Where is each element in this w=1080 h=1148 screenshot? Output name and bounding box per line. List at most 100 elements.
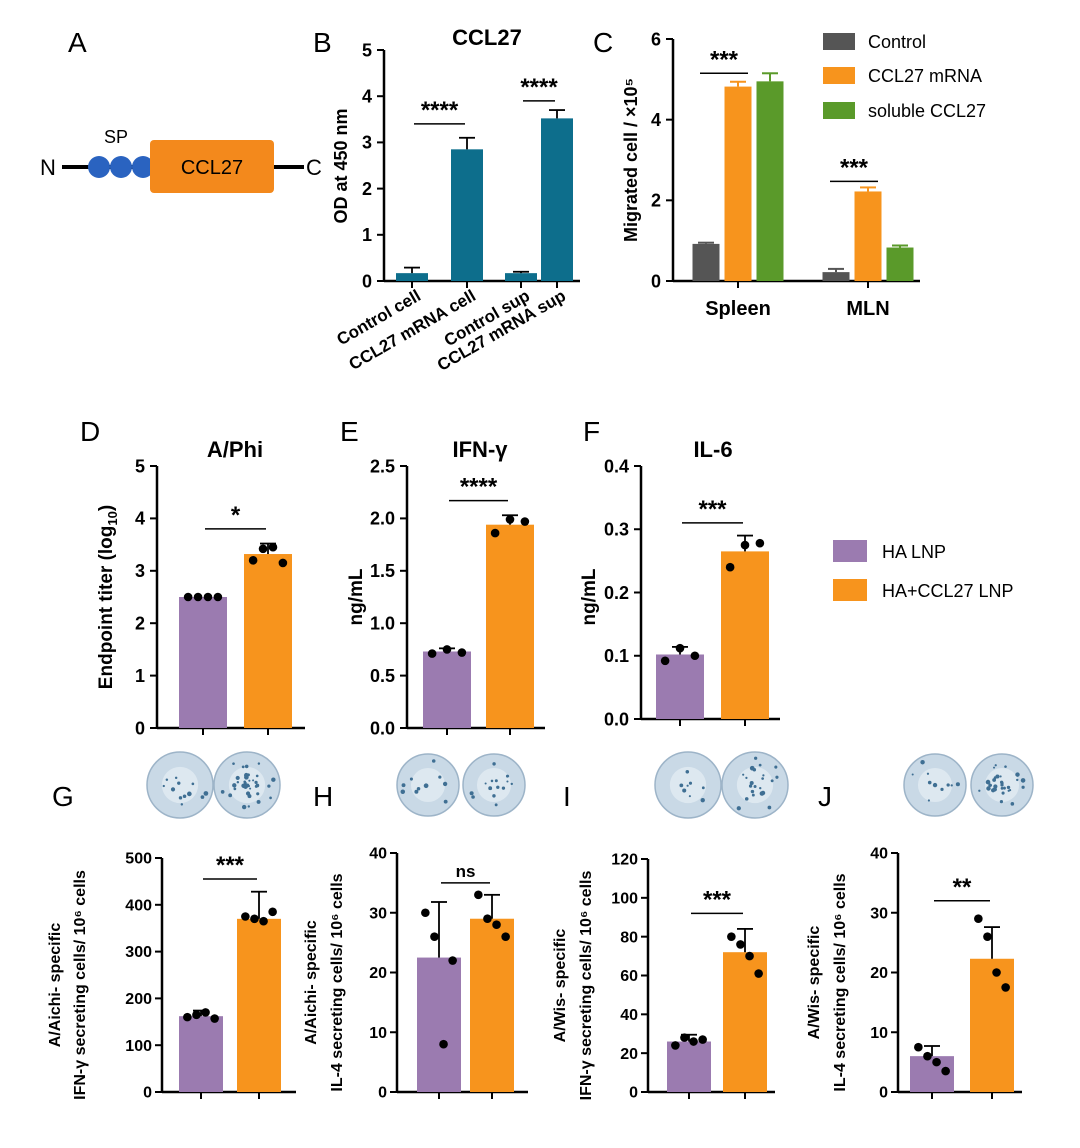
- well-spot: [241, 765, 245, 769]
- y-tick-label: 2.0: [370, 509, 395, 529]
- panel-c: C Migrated cell / ×10⁵ 0 2 4 6 Spleen MLN *** *…: [593, 27, 986, 320]
- well-spot: [257, 762, 261, 765]
- chart-ylabel-line: IL-4 secreting cells/ 10⁶ cells: [329, 873, 346, 1091]
- well-spot: [255, 783, 260, 788]
- panel-a-letter: A: [68, 27, 87, 58]
- well-spot: [256, 799, 261, 804]
- data-point: [439, 1039, 448, 1049]
- well-spot: [177, 781, 181, 785]
- bar: [854, 191, 882, 281]
- well-spot: [267, 784, 271, 788]
- well-spot: [701, 786, 705, 790]
- well-spot: [248, 779, 251, 782]
- data-point: [474, 890, 483, 900]
- well-spot: [494, 803, 498, 807]
- significance-label: ****: [421, 97, 459, 124]
- well-spot: [249, 787, 252, 790]
- panel-b-letter: B: [313, 27, 332, 58]
- significance-label: ***: [840, 154, 869, 181]
- well-spot: [244, 772, 249, 778]
- y-tick-label: 40: [369, 846, 387, 863]
- y-tick-label: 4: [362, 87, 372, 107]
- data-point: [680, 1033, 689, 1042]
- well-spot: [256, 792, 260, 796]
- y-tick-label: 30: [369, 905, 387, 922]
- legend-df: HA LNP HA+CCL27 LNP: [833, 540, 1014, 601]
- well-spot: [927, 799, 930, 802]
- well-spot: [1010, 802, 1015, 806]
- legend-swatch-ccl27-mrna: [823, 67, 855, 84]
- data-point: [203, 592, 213, 602]
- well-spot: [510, 782, 513, 786]
- y-tick-label: 3: [362, 133, 372, 153]
- well-spot: [1002, 786, 1006, 790]
- chart-e-title: IFN-γ: [453, 437, 509, 462]
- well-spot: [761, 777, 764, 780]
- bar: [667, 1041, 711, 1092]
- bar: [470, 918, 514, 1092]
- y-tick-label: 2: [362, 179, 372, 199]
- well-spot: [985, 779, 991, 785]
- y-tick-label: 0.2: [604, 583, 629, 603]
- y-tick-label: 30: [870, 905, 888, 922]
- y-tick-label: 1.5: [370, 561, 395, 581]
- well-spot: [271, 777, 276, 782]
- chart-ylabel-line: A/Wis- specific: [806, 926, 823, 1040]
- well-spot: [252, 779, 255, 782]
- well-spot: [1016, 778, 1019, 782]
- y-tick-label: 1.0: [370, 614, 395, 634]
- data-point: [430, 932, 439, 941]
- y-tick-label: 0.0: [370, 718, 395, 738]
- data-point: [268, 542, 278, 552]
- well-spot: [170, 787, 176, 792]
- chart-g-plot: 0 100 200 300 400 500 *** A/Aichi- specific IFN-…: [47, 851, 296, 1102]
- well-spot: [409, 777, 413, 781]
- well-spot: [700, 797, 705, 803]
- well-spot: [235, 775, 240, 781]
- data-point: [992, 968, 1001, 977]
- y-tick-label: 300: [125, 944, 152, 961]
- well-spot: [220, 790, 225, 794]
- data-point: [505, 515, 515, 524]
- well-spot: [401, 783, 406, 788]
- data-point: [258, 544, 268, 554]
- well-spot: [269, 796, 272, 800]
- well-spot: [679, 783, 684, 788]
- data-point: [278, 558, 288, 568]
- panel-f: F IL-6 ng/mL 0.0 0.1 0.2 0.3 0.4 ***: [579, 416, 780, 729]
- y-tick-label: 0.4: [604, 456, 629, 476]
- well-spot: [442, 781, 448, 787]
- y-tick-label: 10: [369, 1025, 387, 1042]
- x-tick-label: Spleen: [705, 298, 771, 320]
- elispot-well-images: [146, 751, 1034, 819]
- well-spot: [759, 786, 762, 790]
- well-spot: [180, 803, 184, 806]
- well-spot: [995, 774, 1000, 779]
- panel-b: B CCL27 OD at 450 nm 012345********Contr…: [313, 25, 580, 375]
- well-spot: [501, 786, 506, 790]
- data-point: [442, 645, 452, 654]
- panel-d-letter: D: [80, 416, 100, 447]
- well-spot: [174, 776, 178, 780]
- well-spot: [946, 783, 950, 787]
- data-point: [740, 540, 750, 550]
- well-spot: [993, 784, 998, 789]
- panel-e-letter: E: [340, 416, 359, 447]
- sp-label: SP: [104, 127, 128, 147]
- y-tick-label: 0: [651, 271, 661, 291]
- y-tick-label: 0: [135, 718, 145, 738]
- legend-label-control: Control: [868, 32, 926, 52]
- y-tick-label: 6: [651, 29, 661, 49]
- data-point: [192, 1010, 201, 1020]
- well-spot: [187, 791, 192, 797]
- y-tick-label: 4: [135, 509, 145, 529]
- data-point: [457, 648, 467, 657]
- panel-a: A SP N CCL27 C: [40, 27, 322, 193]
- well-spot: [236, 780, 240, 784]
- well-spot: [774, 765, 778, 769]
- y-tick-label: 2.5: [370, 456, 395, 476]
- well-spot: [999, 775, 1002, 778]
- well-spot: [955, 782, 960, 787]
- n-terminus-label: N: [40, 155, 56, 180]
- panel-i-letter: I: [563, 781, 571, 812]
